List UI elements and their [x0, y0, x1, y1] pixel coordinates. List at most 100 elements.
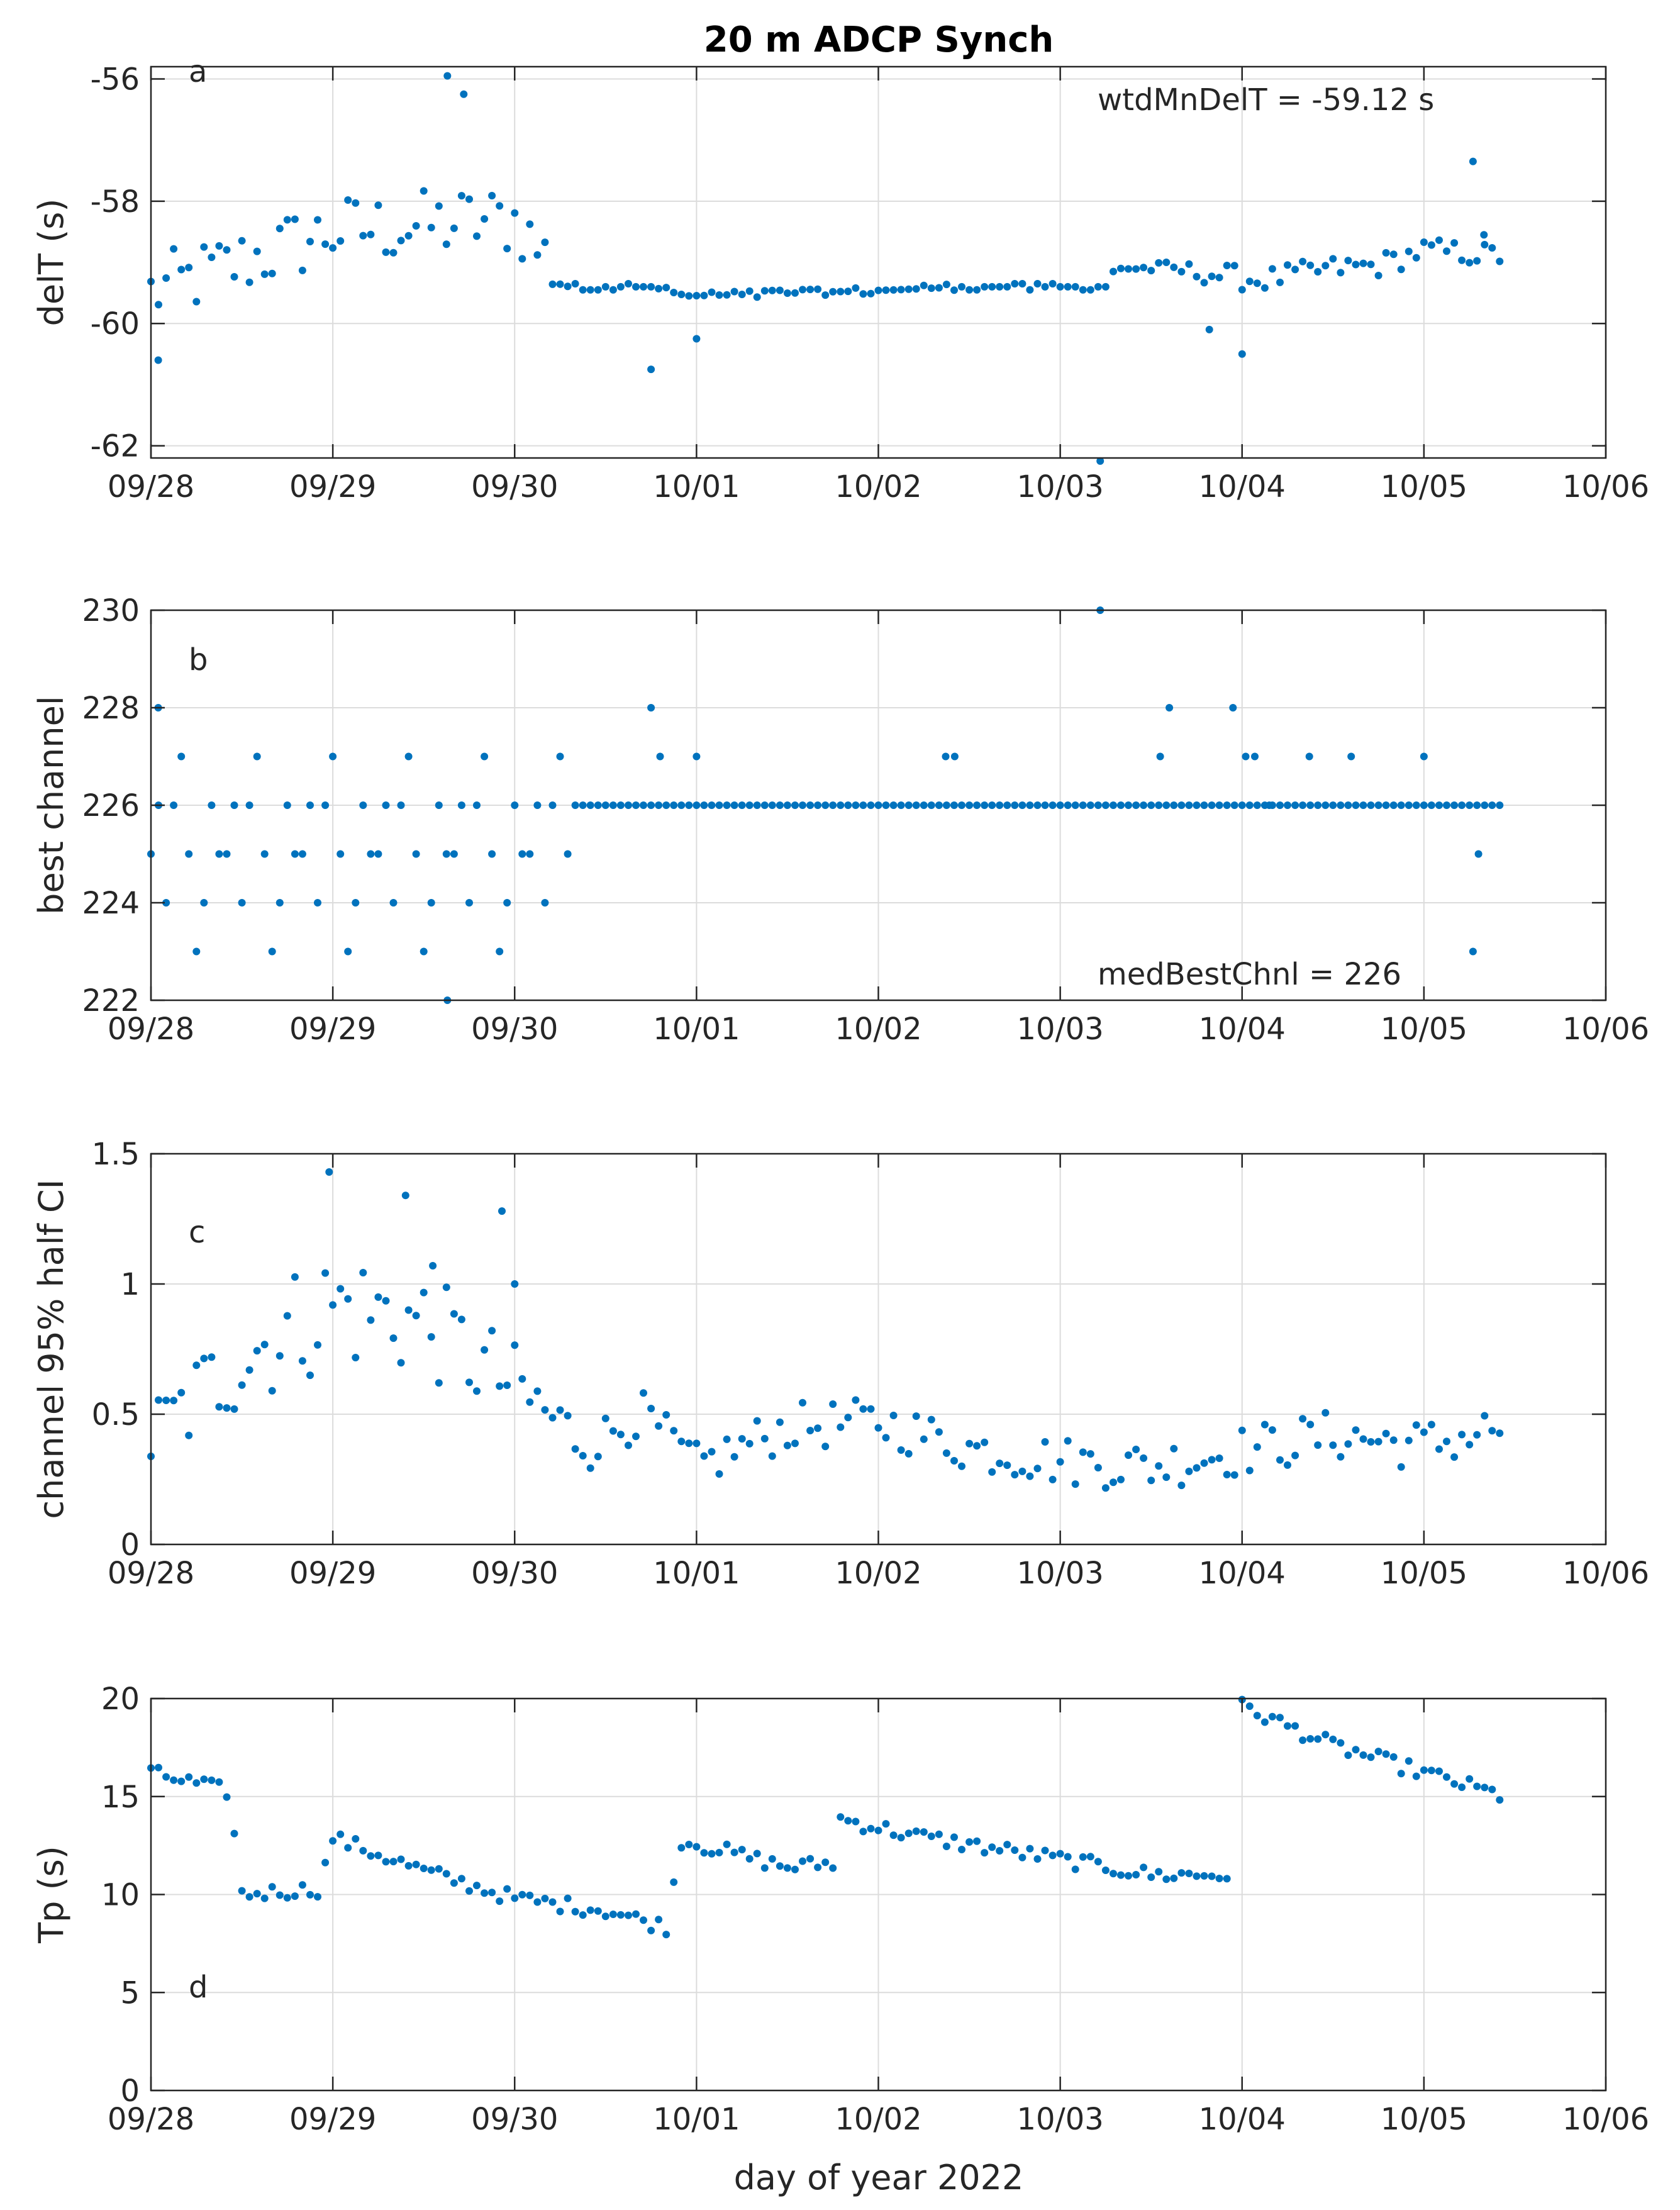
data-point	[655, 1916, 663, 1924]
data-point	[647, 801, 655, 809]
data-point	[655, 801, 663, 809]
data-point	[927, 1415, 935, 1424]
data-point	[693, 1439, 701, 1448]
data-point	[625, 1441, 632, 1449]
data-point	[1003, 1461, 1011, 1470]
data-point	[1033, 280, 1042, 287]
data-point	[1223, 262, 1231, 269]
data-point	[1450, 801, 1459, 809]
data-point	[314, 1893, 321, 1901]
data-point	[958, 282, 965, 291]
data-point	[973, 1837, 981, 1845]
data-point	[640, 1389, 647, 1397]
data-point	[950, 286, 958, 294]
data-point	[1488, 1785, 1496, 1794]
data-point	[753, 1417, 761, 1425]
data-point	[1276, 801, 1284, 809]
data-point	[238, 1381, 246, 1389]
data-point	[298, 266, 306, 274]
data-point	[700, 1452, 708, 1460]
data-point	[579, 801, 587, 809]
data-point	[208, 254, 216, 261]
data-point	[1443, 801, 1450, 809]
data-point	[1125, 1872, 1132, 1880]
data-point	[844, 801, 852, 809]
data-point	[230, 273, 238, 281]
data-point	[260, 850, 269, 858]
data-point	[829, 1400, 837, 1408]
data-point	[586, 286, 594, 294]
data-point	[609, 286, 617, 294]
data-point	[367, 850, 375, 858]
data-point	[298, 1357, 306, 1365]
data-point	[503, 1885, 511, 1893]
data-point	[215, 1778, 223, 1786]
data-point	[1443, 1437, 1450, 1446]
data-point	[488, 850, 496, 858]
data-point	[1193, 1464, 1201, 1472]
data-point	[397, 1855, 405, 1863]
data-point	[223, 1793, 231, 1801]
panel-label: d	[189, 1970, 208, 2005]
data-point	[526, 220, 534, 228]
data-point	[329, 752, 337, 761]
data-point	[1094, 282, 1102, 291]
data-point	[200, 899, 208, 907]
data-point	[670, 289, 678, 296]
x-tick-label: 10/06	[1562, 469, 1649, 505]
data-point	[1117, 801, 1125, 809]
data-point	[1064, 1437, 1072, 1445]
data-point	[1291, 1722, 1299, 1730]
data-point	[677, 1437, 686, 1446]
data-point	[1155, 801, 1163, 809]
data-point	[662, 284, 670, 292]
data-point	[1238, 801, 1246, 809]
data-point	[859, 801, 867, 809]
data-point	[337, 850, 345, 858]
data-point	[708, 1448, 716, 1456]
data-point	[988, 1843, 996, 1851]
data-point	[556, 1406, 564, 1414]
data-point	[359, 232, 367, 240]
data-point	[1427, 1766, 1435, 1775]
data-point	[245, 1893, 253, 1901]
data-point	[1170, 801, 1178, 809]
data-point	[1049, 1475, 1057, 1483]
data-point	[1215, 1875, 1223, 1882]
data-point	[1079, 801, 1087, 809]
data-point	[647, 1405, 655, 1412]
data-point	[1125, 1451, 1132, 1459]
data-point	[223, 246, 231, 254]
data-point	[1193, 801, 1201, 809]
data-point	[616, 1911, 625, 1919]
data-point	[745, 1439, 754, 1448]
data-point	[1132, 1446, 1140, 1453]
data-point	[192, 1779, 201, 1787]
data-point	[1011, 1471, 1019, 1479]
data-point	[503, 1381, 511, 1389]
panel-label: b	[189, 642, 208, 678]
data-point	[715, 291, 723, 299]
data-point	[791, 1439, 799, 1448]
data-point	[1230, 262, 1238, 270]
data-point	[245, 1366, 253, 1374]
data-point	[1321, 1731, 1330, 1739]
data-point	[442, 850, 450, 858]
data-point	[1200, 801, 1208, 809]
data-point	[920, 1828, 928, 1836]
x-tick-label: 09/29	[289, 2102, 376, 2137]
data-point	[1359, 801, 1367, 809]
data-point	[481, 1346, 489, 1354]
data-point	[1359, 1435, 1367, 1443]
data-point	[1337, 801, 1345, 809]
data-point	[1284, 1461, 1291, 1469]
data-point	[1481, 801, 1489, 809]
data-point	[1443, 247, 1450, 255]
data-point	[389, 899, 398, 907]
data-point	[927, 284, 935, 293]
data-point	[1469, 157, 1477, 165]
x-tick-label: 10/01	[653, 469, 740, 505]
data-point	[579, 1911, 587, 1919]
data-point	[329, 1301, 337, 1309]
data-point	[427, 899, 435, 907]
